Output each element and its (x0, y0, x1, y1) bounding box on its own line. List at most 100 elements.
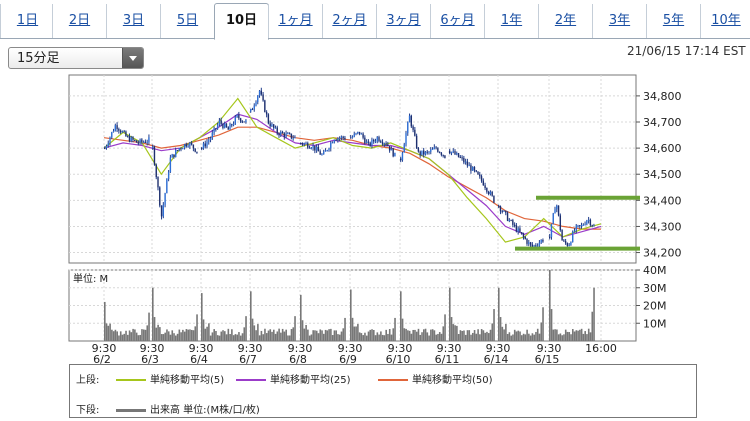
volume-bar (499, 317, 502, 341)
candle-body (310, 147, 313, 149)
candle-body (206, 141, 208, 147)
candle-body (584, 224, 586, 226)
tab-0[interactable]: 1日 (0, 4, 54, 38)
legend-ma5-swatch (116, 379, 146, 381)
tab-10[interactable]: 2年 (538, 4, 592, 38)
tab-2[interactable]: 3日 (106, 4, 160, 38)
volume-bar (220, 331, 223, 341)
interval-select-value: 15分足 (17, 51, 60, 66)
volume-bar (317, 333, 320, 341)
volume-bar (521, 335, 523, 341)
candle-body (435, 147, 437, 149)
chevron-down-icon[interactable] (122, 48, 143, 68)
candle-body (234, 116, 237, 124)
candle-body (116, 125, 118, 129)
candle-body (412, 126, 414, 130)
tab-6[interactable]: 2ヶ月 (322, 4, 376, 38)
volume-bar (104, 301, 106, 341)
volume-bar (328, 329, 330, 341)
legend-lower-label: 下段: (76, 405, 100, 416)
tab-1[interactable]: 2日 (52, 4, 106, 38)
tab-13[interactable]: 10年 (700, 4, 750, 38)
tab-5[interactable]: 1ヶ月 (268, 4, 322, 38)
tab-3[interactable]: 5日 (160, 4, 214, 38)
candle-body (426, 151, 428, 153)
candle-body (577, 225, 579, 227)
candle-body (245, 120, 247, 123)
candle-body (559, 215, 562, 231)
volume-bar (123, 333, 126, 341)
candle-body (216, 124, 219, 129)
candle-body (326, 150, 328, 152)
volume-bar (167, 331, 170, 341)
tab-9[interactable]: 1年 (484, 4, 538, 38)
volume-bar (385, 329, 387, 341)
candle-body (183, 144, 186, 149)
volume-bar (202, 319, 205, 341)
candle-body (491, 191, 493, 196)
candle-body (264, 100, 266, 113)
candle-body (503, 210, 505, 212)
volume-bar (403, 328, 406, 341)
volume-bar (515, 331, 518, 341)
x-tick-time: 9:30 (338, 342, 363, 355)
volume-bar (340, 331, 343, 341)
legend-ma50: 単純移動平均(50) (378, 371, 493, 386)
price-tick-label: 34,700 (643, 116, 682, 129)
candle-body (269, 123, 271, 127)
candle-body (515, 225, 518, 232)
x-tick-date: 6/10 (386, 353, 411, 364)
candle-body (218, 120, 221, 125)
volume-bar (183, 331, 186, 341)
volume-bar (487, 333, 490, 341)
volume-bar (470, 334, 472, 341)
tab-4[interactable]: 10日 (214, 3, 269, 40)
tab-8[interactable]: 6ヶ月 (430, 4, 484, 38)
volume-bar (479, 334, 481, 341)
tab-11[interactable]: 3年 (592, 4, 646, 38)
tab-7[interactable]: 3ヶ月 (376, 4, 430, 38)
candle-body (175, 150, 177, 157)
volume-bar (586, 334, 588, 341)
x-tick-date: 6/14 (484, 353, 509, 364)
tab-12[interactable]: 5年 (646, 4, 700, 38)
volume-bar (287, 335, 289, 341)
candle-body (176, 150, 179, 152)
candle-body (521, 232, 523, 234)
interval-select[interactable]: 15分足 (8, 47, 144, 69)
candle-body (556, 205, 558, 210)
candle-body (324, 150, 327, 152)
volume-bar (575, 330, 578, 341)
candle-body (415, 135, 418, 149)
volume-bar (262, 334, 264, 341)
candle-body (568, 244, 570, 246)
volume-bar (528, 333, 530, 341)
volume-bar (557, 334, 560, 341)
candle-body (107, 143, 109, 146)
volume-bar (333, 330, 336, 341)
volume-bar (283, 331, 286, 341)
x-tick-time: 9:30 (92, 342, 117, 355)
candle-body (531, 244, 534, 247)
volume-bar (290, 329, 293, 341)
volume-bar (201, 293, 203, 341)
candle-body (201, 148, 203, 150)
volume-bar (529, 335, 532, 341)
volume-tick-label: 20M (643, 300, 667, 313)
volume-bar (589, 332, 592, 341)
candle-body (238, 114, 240, 119)
candle-body (194, 148, 196, 152)
candle-body (182, 148, 184, 150)
candle-body (487, 191, 490, 194)
volume-bar (463, 330, 465, 341)
volume-bar (208, 323, 210, 341)
candle-body (468, 165, 470, 167)
volume-bar (442, 326, 445, 341)
candle-body (273, 124, 275, 128)
legend-volume-swatch (116, 408, 146, 412)
candle-body (257, 95, 259, 102)
period-tabs: 1日 2日 3日 5日 10日 1ヶ月 2ヶ月 3ヶ月 6ヶ月 1年 2年 3年 5年 10年 (0, 0, 750, 40)
candle-body (231, 124, 233, 126)
candle-body (456, 153, 458, 155)
volume-bar (335, 330, 337, 341)
